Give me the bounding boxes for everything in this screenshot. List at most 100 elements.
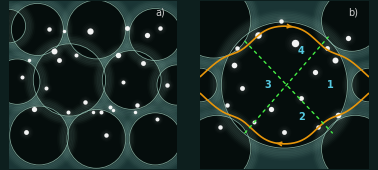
- Point: [65, 110, 71, 113]
- Point: [104, 134, 110, 137]
- Point: [132, 110, 138, 113]
- Point: [291, 41, 297, 44]
- Point: [90, 110, 96, 113]
- Point: [26, 58, 32, 61]
- Point: [56, 58, 62, 61]
- Point: [312, 70, 318, 73]
- Point: [115, 53, 121, 56]
- Point: [65, 110, 71, 113]
- Point: [291, 41, 297, 44]
- Point: [51, 50, 57, 53]
- Point: [134, 104, 140, 107]
- Point: [31, 107, 37, 110]
- Point: [239, 87, 245, 90]
- Point: [134, 104, 140, 107]
- Point: [224, 104, 230, 107]
- Point: [19, 75, 25, 78]
- Point: [278, 20, 284, 22]
- Point: [234, 47, 240, 49]
- Point: [324, 47, 330, 49]
- Text: 4: 4: [298, 46, 305, 56]
- Point: [332, 58, 338, 61]
- Point: [46, 28, 52, 31]
- Point: [65, 110, 71, 113]
- Point: [298, 97, 304, 100]
- Point: [164, 84, 170, 86]
- Point: [110, 109, 116, 112]
- Point: [217, 126, 223, 129]
- Point: [315, 126, 321, 129]
- Circle shape: [0, 59, 40, 104]
- Point: [324, 47, 330, 49]
- Circle shape: [33, 44, 105, 116]
- Point: [110, 109, 116, 112]
- Circle shape: [321, 0, 378, 51]
- Point: [31, 107, 37, 110]
- Point: [315, 126, 321, 129]
- Point: [134, 104, 140, 107]
- Point: [107, 106, 113, 108]
- Circle shape: [183, 115, 251, 170]
- Point: [82, 100, 88, 103]
- Point: [23, 131, 29, 133]
- Point: [268, 107, 274, 110]
- Point: [345, 37, 352, 39]
- Point: [104, 134, 110, 137]
- Point: [298, 97, 304, 100]
- Circle shape: [102, 50, 161, 109]
- Point: [26, 58, 32, 61]
- Point: [82, 100, 88, 103]
- Point: [43, 87, 49, 90]
- Point: [157, 26, 163, 29]
- Point: [291, 41, 297, 44]
- Point: [234, 47, 240, 49]
- Point: [110, 109, 116, 112]
- Point: [61, 30, 67, 32]
- Point: [65, 110, 71, 113]
- Point: [217, 126, 223, 129]
- Point: [120, 80, 126, 83]
- Point: [332, 58, 338, 61]
- Circle shape: [10, 106, 68, 165]
- Point: [268, 107, 274, 110]
- Circle shape: [129, 113, 181, 165]
- Point: [120, 80, 126, 83]
- Point: [345, 37, 352, 39]
- Point: [157, 26, 163, 29]
- Point: [281, 131, 288, 133]
- Text: 3: 3: [264, 80, 271, 90]
- Point: [164, 84, 170, 86]
- Point: [87, 30, 93, 32]
- Point: [324, 47, 330, 49]
- Point: [90, 110, 96, 113]
- Point: [251, 121, 257, 123]
- Point: [144, 33, 150, 36]
- Point: [141, 62, 147, 64]
- Point: [56, 58, 62, 61]
- Circle shape: [157, 65, 197, 105]
- Point: [56, 58, 62, 61]
- Circle shape: [177, 0, 251, 58]
- Circle shape: [0, 9, 26, 43]
- Point: [217, 126, 223, 129]
- Point: [254, 33, 260, 36]
- Point: [324, 47, 330, 49]
- Point: [312, 70, 318, 73]
- Point: [73, 53, 79, 56]
- Point: [345, 37, 352, 39]
- Point: [132, 110, 138, 113]
- Point: [46, 28, 52, 31]
- Point: [46, 28, 52, 31]
- Point: [278, 20, 284, 22]
- Point: [23, 131, 29, 133]
- Point: [234, 47, 240, 49]
- Point: [46, 28, 52, 31]
- Point: [332, 58, 338, 61]
- Point: [335, 114, 341, 117]
- Point: [115, 53, 121, 56]
- Point: [61, 30, 67, 32]
- Text: b): b): [349, 8, 358, 18]
- Point: [154, 117, 160, 120]
- Point: [51, 50, 57, 53]
- Point: [157, 26, 163, 29]
